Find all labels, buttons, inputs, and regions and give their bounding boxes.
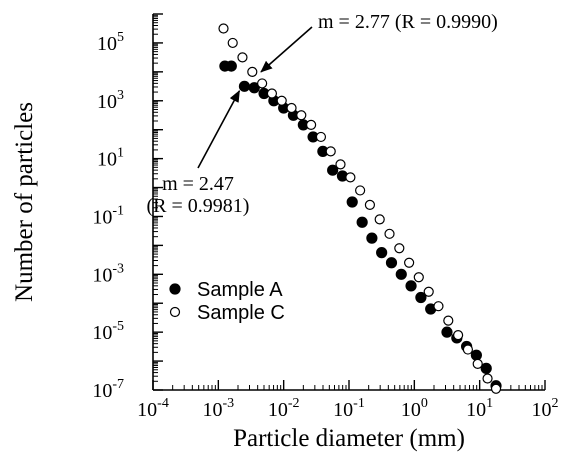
point-sample-c <box>433 301 444 312</box>
point-sample-c <box>306 119 317 130</box>
point-sample-c <box>364 199 376 211</box>
point-sample-a <box>405 280 417 292</box>
x-tick-label: 10-2 <box>268 396 300 421</box>
y-axis-label: Number of particles <box>11 102 38 302</box>
x-tick-label: 10-3 <box>202 396 234 421</box>
annotation-a-text: m = 2.47 (R = 0.9981) <box>147 173 250 217</box>
y-tick-label: 10-5 <box>92 319 124 344</box>
point-sample-c <box>472 358 483 369</box>
point-sample-a <box>470 349 482 361</box>
point-sample-a <box>366 232 378 244</box>
point-sample-c <box>394 243 405 254</box>
point-sample-c <box>384 228 395 239</box>
x-tick-label: 101 <box>466 396 493 421</box>
point-sample-c <box>345 172 356 183</box>
point-sample-a <box>248 82 260 94</box>
point-sample-c <box>325 146 336 157</box>
annotations: m = 2.77 (R = 0.9990) m = 2.47 (R = 0.9981… <box>147 11 498 217</box>
point-sample-a <box>376 247 388 259</box>
point-sample-c <box>404 257 415 268</box>
annotation-c-text: m = 2.77 (R = 0.9990) <box>318 11 498 33</box>
point-sample-a <box>415 291 427 304</box>
y-tick-label: 10-1 <box>92 203 124 228</box>
y-tick-label: 10-3 <box>92 261 124 286</box>
legend-label-sample-a: Sample A <box>197 279 283 301</box>
point-sample-c <box>276 95 287 106</box>
point-sample-c <box>490 383 502 394</box>
legend-label-sample-c: Sample C <box>197 302 285 324</box>
x-axis-label: Particle diameter (mm) <box>233 425 465 452</box>
annotation-a-arrow <box>197 89 241 169</box>
point-sample-c <box>286 102 297 114</box>
y-tick-label: 101 <box>97 146 124 171</box>
point-sample-c <box>413 272 424 283</box>
y-tick-label: 10-7 <box>92 377 124 402</box>
point-sample-c <box>374 214 385 225</box>
point-sample-c <box>315 131 327 143</box>
point-sample-a <box>238 80 251 92</box>
point-sample-c <box>247 66 258 77</box>
point-sample-c <box>355 185 366 196</box>
point-sample-a <box>327 164 339 176</box>
point-sample-c <box>227 37 238 49</box>
point-sample-c <box>237 52 248 63</box>
data-points <box>218 23 502 394</box>
tick-labels: 10-4 10-3 10-2 10-1 100 101 102 105 103 101 10-1 10… <box>92 30 558 421</box>
annotation-c-arrow <box>260 26 313 73</box>
point-sample-a <box>346 196 358 208</box>
point-sample-c <box>423 286 434 297</box>
point-sample-a <box>441 326 453 338</box>
point-sample-c <box>296 110 307 121</box>
point-sample-c <box>266 88 278 99</box>
ticks <box>152 13 546 391</box>
point-sample-c <box>443 315 454 326</box>
x-tick-label: 102 <box>532 396 559 421</box>
y-tick-label: 103 <box>97 88 124 113</box>
point-sample-a <box>356 216 368 228</box>
x-tick-label: 10-1 <box>333 396 365 421</box>
point-sample-a <box>225 60 237 72</box>
point-sample-a <box>385 257 398 269</box>
y-tick-label: 105 <box>97 30 124 55</box>
point-sample-c <box>462 344 474 355</box>
point-sample-c <box>257 78 268 89</box>
point-sample-a <box>395 268 407 280</box>
x-tick-label: 100 <box>401 396 428 421</box>
x-tick-label: 10-4 <box>137 396 169 421</box>
point-sample-c <box>453 330 464 341</box>
point-sample-c <box>482 373 493 384</box>
legend: Sample A Sample C <box>169 279 285 324</box>
point-sample-a <box>480 362 492 374</box>
point-sample-c <box>335 159 346 170</box>
legend-marker-sample-c <box>169 306 181 318</box>
legend-marker-sample-a <box>169 283 181 295</box>
point-sample-c <box>218 23 229 34</box>
